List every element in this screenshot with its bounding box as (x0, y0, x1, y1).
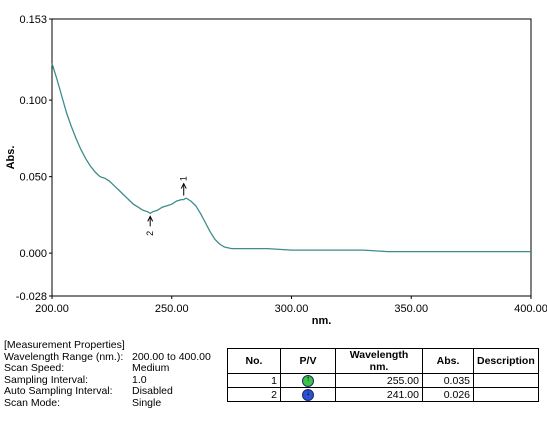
measurement-key: Scan Speed: (4, 362, 65, 374)
col-pv: P/V (280, 348, 336, 374)
valley-marker-label: 2 (145, 231, 155, 236)
x-tick-label: 200.00 (35, 303, 69, 315)
col-abs: Abs. (422, 348, 474, 374)
x-axis-label: nm. (312, 315, 332, 327)
peak-marker-label: 1 (179, 176, 189, 181)
cell-no: 1 (227, 373, 281, 388)
col-no: No. (227, 348, 281, 374)
measurement-properties: [Measurement Properties] Wavelength Rang… (4, 339, 211, 410)
measurement-value: 1.0 (132, 373, 147, 386)
cell-wavelength: 241.00 (335, 387, 423, 402)
y-axis-ticks: 0.153 0.100 0.050 0.000 -0.028 (16, 14, 52, 303)
peak-marker: 1 (179, 176, 189, 196)
table-row: 2 ↓ 241.00 0.026 (227, 387, 539, 402)
measurement-rows: Wavelength Range (nm.): 200.00 to 400.00 S… (4, 350, 211, 410)
measurement-value: 200.00 to 400.00 (132, 350, 211, 363)
measurement-key: Wavelength Range (nm.): (4, 350, 124, 363)
measurement-row: Auto Sampling Interval: Disabled (4, 385, 211, 398)
x-tick-label: 400.00 (514, 303, 547, 315)
peak-table-body: 1 ↑ 255.00 0.035 2 ↓ 241.00 0.026 (227, 373, 539, 402)
absorbance-chart: 0.153 0.100 0.050 0.000 -0.028 200.00 250.00 3… (5, 14, 547, 327)
measurement-key: Scan Mode: (4, 396, 61, 409)
measurement-value: Medium (132, 362, 170, 374)
measurement-key: Sampling Interval: (4, 373, 89, 386)
cell-no: 2 (227, 387, 281, 402)
cell-description (473, 387, 539, 402)
cell-abs: 0.035 (422, 373, 474, 388)
measurement-heading: [Measurement Properties] (4, 339, 125, 351)
y-tick-label: 0.050 (19, 172, 47, 184)
y-axis-label: Abs. (5, 146, 17, 170)
measurement-row: Scan Mode: Single (4, 396, 211, 410)
plot-area (51, 18, 532, 297)
absorbance-line (51, 63, 531, 253)
measurement-value: Disabled (132, 385, 173, 397)
valley-icon: ↓ (302, 388, 314, 401)
y-tick-label: 0.000 (19, 248, 47, 260)
peak-table: No. P/V Wavelength nm. Abs. Description … (227, 348, 539, 402)
measurement-key: Auto Sampling Interval: (4, 385, 113, 397)
y-tick-label: 0.100 (19, 95, 47, 107)
x-tick-label: 250.00 (155, 303, 189, 315)
cell-pv: ↓ (280, 387, 336, 402)
x-tick-label: 300.00 (275, 303, 309, 315)
measurement-row: Wavelength Range (nm.): 200.00 to 400.00 (4, 350, 211, 364)
valley-marker: 2 (145, 215, 155, 236)
y-tick-label: 0.153 (19, 14, 47, 26)
x-axis-ticks: 200.00 250.00 300.00 350.00 400.00 (35, 296, 547, 315)
y-tick-label: -0.028 (16, 291, 47, 303)
measurement-row: Scan Speed: Medium (4, 362, 211, 375)
measurement-row: Sampling Interval: 1.0 (4, 373, 211, 387)
cell-description (473, 373, 539, 388)
peak-table-header: No. P/V Wavelength nm. Abs. Description (227, 348, 539, 374)
table-row: 1 ↑ 255.00 0.035 (227, 373, 539, 388)
cell-pv: ↑ (280, 373, 336, 388)
cell-wavelength: 255.00 (335, 373, 423, 388)
measurement-value: Single (132, 396, 162, 409)
peak-valley-markers: 12 (145, 176, 189, 236)
x-tick-label: 350.00 (394, 303, 428, 315)
peak-icon: ↑ (302, 374, 314, 387)
col-wavelength: Wavelength nm. (335, 348, 423, 374)
col-description: Description (473, 348, 539, 374)
cell-abs: 0.026 (422, 387, 474, 402)
